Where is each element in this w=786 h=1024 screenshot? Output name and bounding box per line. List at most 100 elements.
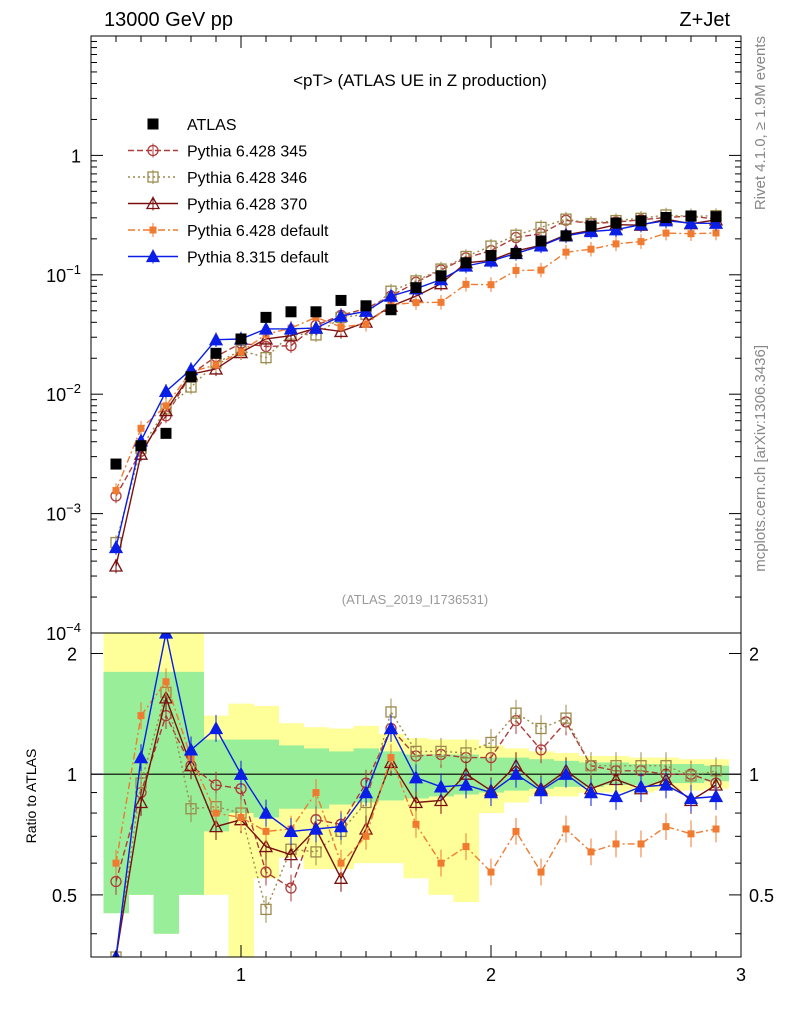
marker-square: [337, 323, 345, 331]
marker-square: [260, 903, 272, 916]
legend-entry: Pythia 8.315 default: [128, 249, 329, 267]
marker-triangle: [258, 331, 274, 345]
legend-marker: [149, 226, 157, 234]
marker-triangle: [208, 819, 224, 833]
ratio-point: [437, 859, 445, 867]
ratio-point: [708, 789, 724, 803]
x-tick-label: 2: [486, 965, 496, 985]
main-point: [510, 229, 522, 241]
ratio-point: [308, 821, 324, 835]
legend-label: Pythia 6.428 346: [187, 170, 307, 187]
marker-square: [685, 770, 697, 782]
marker-square: [635, 760, 647, 772]
marker-triangle: [133, 795, 149, 809]
main-point: [237, 348, 245, 356]
main-point: [662, 229, 670, 237]
ratio-point: [112, 859, 120, 867]
data-point: [210, 347, 222, 359]
main-point: [612, 240, 620, 248]
ratio-y-tick-label: 2: [67, 645, 77, 665]
ratio-point: [183, 742, 199, 756]
data-point: [260, 311, 272, 323]
ratio-point: [535, 722, 547, 735]
marker-triangle: [283, 847, 299, 861]
ratio-point: [635, 760, 647, 772]
ratio-point: [283, 824, 299, 838]
ratio-point: [512, 827, 520, 835]
marker-triangle: [708, 215, 724, 229]
marker-square: [137, 712, 145, 720]
marker-square: [510, 229, 522, 241]
data-point: [710, 211, 722, 223]
main-point: [462, 280, 470, 288]
main-point: [333, 308, 349, 322]
marker-data: [435, 270, 447, 282]
ratio-point: [408, 770, 424, 784]
marker-square: [112, 859, 120, 867]
marker-circle: [260, 866, 272, 878]
ratio-point: [537, 868, 545, 876]
main-point: [512, 266, 520, 274]
main-point: [712, 229, 720, 237]
marker-triangle: [708, 789, 724, 803]
ratio-point: [285, 882, 297, 894]
main-point: [608, 222, 624, 236]
marker-triangle: [633, 779, 649, 793]
marker-square: [612, 840, 620, 848]
marker-square: [387, 754, 395, 762]
main-point: [562, 248, 570, 256]
data-point: [435, 270, 447, 282]
main-point: [158, 403, 174, 417]
ratio-point: [158, 690, 174, 704]
ratio-point: [683, 791, 699, 805]
ratio-ylabel: Ratio to ATLAS: [23, 749, 39, 844]
marker-square: [212, 361, 220, 369]
ratio-point: [133, 750, 149, 764]
ratio-point: [408, 795, 424, 809]
legend: ATLAS Pythia 6.428 345 Pythia 6.428 346 Pyt…: [128, 117, 329, 267]
header-left: 13000 GeV pp: [104, 9, 233, 31]
ratio-point: [460, 747, 472, 759]
ratio-point: [208, 721, 224, 735]
legend-entry: Pythia 6.428 346: [128, 170, 307, 187]
marker-square: [535, 722, 547, 735]
legend-label: Pythia 6.428 345: [187, 144, 307, 161]
main-point: [212, 361, 220, 369]
ratio-point: [508, 766, 524, 780]
marker-triangle: [383, 721, 399, 735]
ratio-point: [535, 744, 547, 756]
marker-data: [410, 282, 422, 294]
ratio-y-tick-label: 0.5: [749, 886, 774, 906]
ratio-point: [583, 785, 599, 799]
marker-square: [687, 230, 695, 238]
data-point: [335, 294, 347, 306]
legend-label: Pythia 6.428 default: [187, 223, 329, 240]
ratio-point: [435, 745, 447, 758]
main-point: [437, 298, 445, 306]
marker-square: [587, 245, 595, 253]
ratio-point: [258, 839, 274, 853]
uncertainty-band-inner: [178, 671, 204, 895]
marker-square: [262, 827, 270, 835]
ratio-point: [410, 745, 422, 758]
marker-triangle: [608, 789, 624, 803]
ratio-point: [487, 868, 495, 876]
marker-square: [437, 859, 445, 867]
marker-square: [410, 745, 422, 758]
marker-square: [147, 171, 159, 183]
marker-triangle: [658, 777, 674, 791]
mcplots-label: mcplots.cern.ch [arXiv:1306.3436]: [752, 345, 769, 572]
main-point: [537, 266, 545, 274]
marker-triangle: [258, 321, 274, 335]
ratio-point: [185, 803, 197, 815]
ratio-point: [158, 633, 174, 639]
marker-triangle: [133, 750, 149, 764]
marker-triangle: [308, 821, 324, 835]
main-line-4: [115, 219, 717, 548]
marker-square: [487, 281, 495, 289]
marker-triangle: [233, 766, 249, 780]
data-point: [685, 210, 697, 222]
ratio-point: [608, 789, 624, 803]
uncertainty-band-inner: [328, 751, 354, 805]
ratio-point: [337, 859, 345, 867]
